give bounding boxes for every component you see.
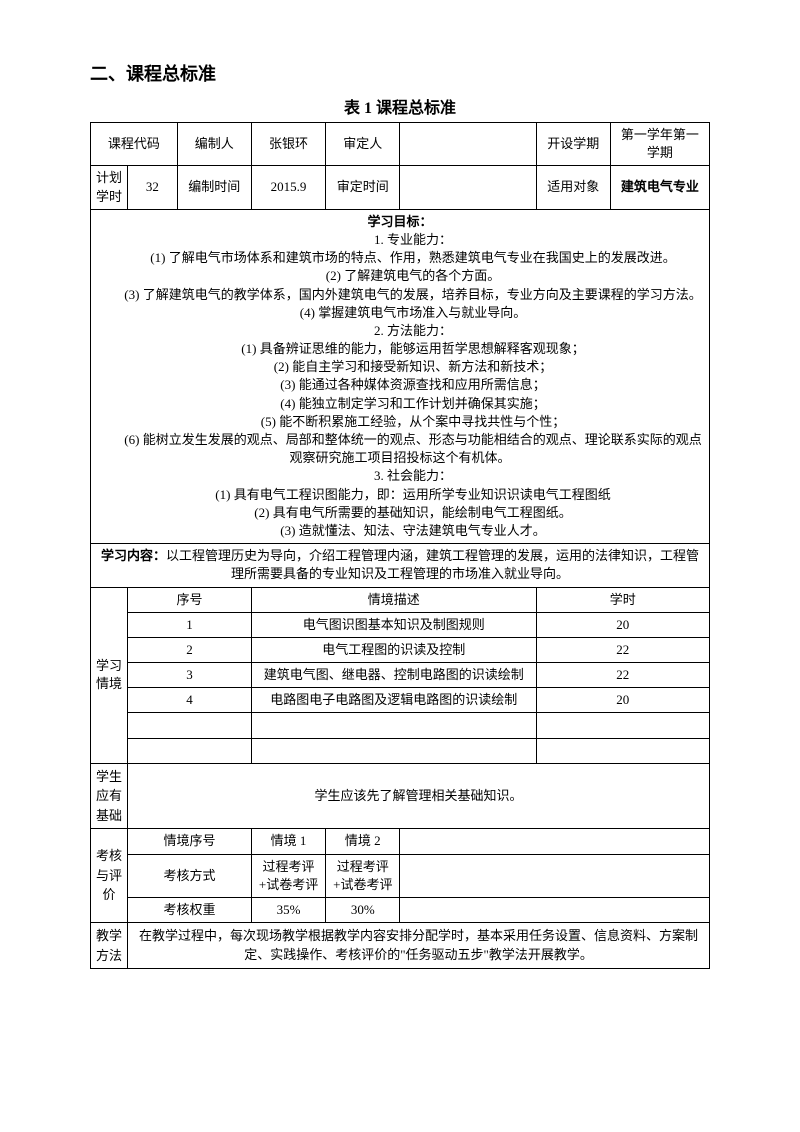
- header-row-2: 计划学时 32 编制时间 2015.9 审定时间 适用对象 建筑电气专业: [91, 166, 710, 209]
- author-value: 张银环: [251, 123, 325, 166]
- goals-s3-1: (1) 具有电气工程识图能力，即：运用所学专业知识识读电气工程图纸: [95, 486, 705, 504]
- situation-row: 3 建筑电气图、继电器、控制电路图的识读绘制 22: [91, 663, 710, 688]
- reviewer-value: [400, 123, 536, 166]
- method-label: 教学方法: [91, 923, 128, 969]
- method-text: 在教学过程中，每次现场教学根据教学内容安排分配学时，基本采用任务设置、信息资料、…: [128, 923, 710, 969]
- goals-s1-1: (1) 了解电气市场体系和建筑市场的特点、作用，熟悉建筑电气专业在我国史上的发展…: [95, 249, 705, 267]
- situation-hours: 20: [536, 612, 709, 637]
- assessment-row3-c1: 35%: [251, 897, 325, 922]
- term-label: 开设学期: [536, 123, 610, 166]
- assessment-side-label: 考核与评价: [91, 829, 128, 923]
- goals-s2-2: (2) 能自主学习和接受新知识、新方法和新技术；: [95, 358, 705, 376]
- situation-row-empty: [91, 713, 710, 738]
- prereq-label: 学生应有基础: [91, 763, 128, 829]
- learning-content: 学习内容：以工程管理历史为导向，介绍工程管理内涵，建筑工程管理的发展，运用的法律…: [91, 544, 710, 587]
- situation-no: 2: [128, 637, 252, 662]
- review-date-label: 审定时间: [326, 166, 400, 209]
- situations-col-hours: 学时: [536, 587, 709, 612]
- goals-s1-title: 1. 专业能力：: [95, 231, 705, 249]
- situations-col-no: 序号: [128, 587, 252, 612]
- review-date-value: [400, 166, 536, 209]
- situation-no: 1: [128, 612, 252, 637]
- assessment-row2-c1: 过程考评+试卷考评: [251, 854, 325, 897]
- assessment-row2-label: 考核方式: [128, 854, 252, 897]
- assessment-row2-rest: [400, 854, 710, 897]
- goals-s2-title: 2. 方法能力：: [95, 322, 705, 340]
- situation-hours: 20: [536, 688, 709, 713]
- goals-s2-4: (4) 能独立制定学习和工作计划并确保其实施；: [95, 395, 705, 413]
- goals-s2-6: (6) 能树立发生发展的观点、局部和整体统一的观点、形态与功能相结合的观点、理论…: [95, 431, 705, 467]
- goals-s1-4: (4) 掌握建筑电气市场准入与就业导向。: [95, 304, 705, 322]
- situation-desc: 电气图识图基本知识及制图规则: [251, 612, 536, 637]
- course-standard-table: 课程代码 编制人 张银环 审定人 开设学期 第一学年第一学期 计划学时 32 编…: [90, 122, 710, 969]
- learning-goals: 学习目标： 1. 专业能力： (1) 了解电气市场体系和建筑市场的特点、作用，熟…: [91, 209, 710, 543]
- situation-desc: 电路图电子电路图及逻辑电路图的识读绘制: [251, 688, 536, 713]
- content-text: 以工程管理历史为导向，介绍工程管理内涵，建筑工程管理的发展，运用的法律知识，工程…: [166, 548, 699, 581]
- situation-desc: 电气工程图的识读及控制: [251, 637, 536, 662]
- term-value: 第一学年第一学期: [610, 123, 709, 166]
- situation-hours: 22: [536, 663, 709, 688]
- assessment-row1-rest: [400, 829, 710, 854]
- goals-heading: 学习目标：: [367, 214, 432, 229]
- reviewer-label: 审定人: [326, 123, 400, 166]
- situations-col-desc: 情境描述: [251, 587, 536, 612]
- situation-row-empty: [91, 738, 710, 763]
- goals-s3-title: 3. 社会能力：: [95, 467, 705, 485]
- assessment-row1-c1: 情境 1: [251, 829, 325, 854]
- hours-label: 计划学时: [91, 166, 128, 209]
- table-caption: 表 1 课程总标准: [90, 94, 710, 118]
- goals-s3-3: (3) 造就懂法、知法、守法建筑电气专业人才。: [95, 522, 705, 540]
- assessment-row3-c2: 30%: [326, 897, 400, 922]
- situation-row: 1 电气图识图基本知识及制图规则 20: [91, 612, 710, 637]
- situation-desc: 建筑电气图、继电器、控制电路图的识读绘制: [251, 663, 536, 688]
- situation-hours: 22: [536, 637, 709, 662]
- goals-s1-2: (2) 了解建筑电气的各个方面。: [95, 267, 705, 285]
- goals-s1-3: (3) 了解建筑电气的教学体系，国内外建筑电气的发展，培养目标，专业方向及主要课…: [95, 286, 705, 304]
- date-label: 编制时间: [177, 166, 251, 209]
- situation-no: 3: [128, 663, 252, 688]
- situation-row: 2 电气工程图的识读及控制 22: [91, 637, 710, 662]
- content-label: 学习内容：: [101, 548, 166, 563]
- situation-row: 4 电路图电子电路图及逻辑电路图的识读绘制 20: [91, 688, 710, 713]
- assessment-row1-c2: 情境 2: [326, 829, 400, 854]
- assessment-row2-c2: 过程考评+试卷考评: [326, 854, 400, 897]
- header-row-1: 课程代码 编制人 张银环 审定人 开设学期 第一学年第一学期: [91, 123, 710, 166]
- section-title: 二、课程总标准: [90, 60, 710, 86]
- goals-s2-5: (5) 能不断积累施工经验，从个案中寻找共性与个性；: [95, 413, 705, 431]
- hours-value: 32: [128, 166, 178, 209]
- situation-no: 4: [128, 688, 252, 713]
- goals-s3-2: (2) 具有电气所需要的基础知识，能绘制电气工程图纸。: [95, 504, 705, 522]
- target-label: 适用对象: [536, 166, 610, 209]
- prereq-text: 学生应该先了解管理相关基础知识。: [128, 763, 710, 829]
- situations-side-label: 学习情境: [91, 587, 128, 763]
- goals-s2-1: (1) 具备辨证思维的能力，能够运用哲学思想解释客观现象；: [95, 340, 705, 358]
- code-label: 课程代码: [91, 123, 178, 166]
- goals-s2-3: (3) 能通过各种媒体资源查找和应用所需信息；: [95, 376, 705, 394]
- assessment-row3-label: 考核权重: [128, 897, 252, 922]
- assessment-row3-rest: [400, 897, 710, 922]
- author-label: 编制人: [177, 123, 251, 166]
- assessment-row1-label: 情境序号: [128, 829, 252, 854]
- date-value: 2015.9: [251, 166, 325, 209]
- target-value: 建筑电气专业: [610, 166, 709, 209]
